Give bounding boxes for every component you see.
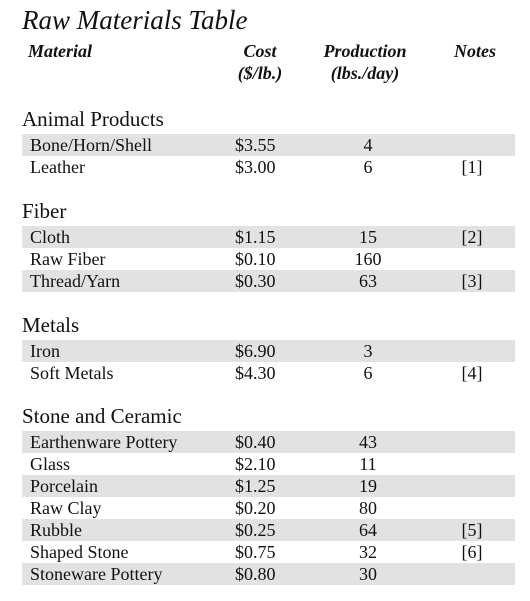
table-row: Thread/Yarn $0.30 63 [3] (22, 270, 515, 292)
material-production: 3 (363, 341, 373, 361)
material-cost: $0.10 (235, 249, 276, 269)
material-production: 19 (359, 476, 377, 496)
header-cost: Cost ($/lb.) (230, 40, 290, 84)
material-name: Raw Clay (30, 498, 102, 518)
header-cost-label: Cost (243, 41, 277, 61)
material-cost: $2.10 (235, 454, 276, 474)
material-name: Rubble (30, 520, 82, 540)
material-name: Glass (30, 454, 70, 474)
header-material: Material (28, 41, 93, 61)
header-notes: Notes (454, 41, 496, 61)
table-row: Porcelain $1.25 19 (22, 475, 515, 497)
material-cost: $0.75 (235, 542, 276, 562)
material-cost: $1.25 (235, 476, 276, 496)
material-production: 6 (363, 157, 373, 177)
material-name: Stoneware Pottery (30, 564, 163, 584)
material-production: 32 (359, 542, 377, 562)
material-name: Porcelain (30, 476, 98, 496)
material-production: 63 (359, 271, 377, 291)
table-row: Glass $2.10 11 (22, 453, 515, 475)
material-cost: $6.90 (235, 341, 276, 361)
table-row: Raw Clay $0.20 80 (22, 497, 515, 519)
material-name: Leather (30, 157, 85, 177)
material-cost: $1.15 (235, 227, 276, 247)
material-cost: $0.20 (235, 498, 276, 518)
material-production: 4 (363, 135, 373, 155)
table-row: Soft Metals $4.30 6 [4] (22, 362, 515, 384)
table-row: Cloth $1.15 15 [2] (22, 226, 515, 248)
material-name: Iron (30, 341, 60, 361)
header-production-label: Production (323, 41, 407, 61)
material-production: 80 (359, 498, 377, 518)
material-cost: $4.30 (235, 363, 276, 383)
table-row: Iron $6.90 3 (22, 340, 515, 362)
material-cost: $3.55 (235, 135, 276, 155)
material-name: Shaped Stone (30, 542, 129, 562)
table-row: Rubble $0.25 64 [5] (22, 519, 515, 541)
table-row: Shaped Stone $0.75 32 [6] (22, 541, 515, 563)
header-production: Production (lbs./day) (305, 40, 425, 84)
material-note: [3] (461, 271, 483, 291)
material-production: 64 (359, 520, 377, 540)
table-row: Raw Fiber $0.10 160 (22, 248, 515, 270)
material-note: [5] (461, 520, 483, 540)
material-note: [6] (461, 542, 483, 562)
header-cost-unit: ($/lb.) (237, 63, 283, 83)
material-name: Thread/Yarn (30, 271, 121, 291)
material-cost: $0.25 (235, 520, 276, 540)
material-production: 30 (359, 564, 377, 584)
material-name: Bone/Horn/Shell (30, 135, 152, 155)
section-title-stone-and-ceramic: Stone and Ceramic (22, 404, 182, 428)
table-row: Bone/Horn/Shell $3.55 4 (22, 134, 515, 156)
table-row: Stoneware Pottery $0.80 30 (22, 563, 515, 585)
section-title-metals: Metals (22, 313, 80, 337)
section-title-animal-products: Animal Products (22, 107, 164, 131)
material-cost: $0.30 (235, 271, 276, 291)
material-production: 6 (363, 363, 373, 383)
material-cost: $0.40 (235, 432, 276, 452)
material-production: 160 (354, 249, 382, 269)
material-name: Cloth (30, 227, 71, 247)
material-note: [1] (461, 157, 483, 177)
material-name: Earthenware Pottery (30, 432, 178, 452)
material-production: 43 (359, 432, 377, 452)
header-production-unit: (lbs./day) (330, 63, 400, 83)
table-row: Leather $3.00 6 [1] (22, 156, 515, 178)
table-row: Earthenware Pottery $0.40 43 (22, 431, 515, 453)
material-note: [4] (461, 363, 483, 383)
material-production: 15 (359, 227, 377, 247)
table-title: Raw Materials Table (22, 5, 248, 35)
section-title-fiber: Fiber (22, 199, 67, 223)
material-cost: $3.00 (235, 157, 276, 177)
material-note: [2] (461, 227, 483, 247)
material-name: Soft Metals (30, 363, 114, 383)
material-production: 11 (359, 454, 377, 474)
material-name: Raw Fiber (30, 249, 106, 269)
material-cost: $0.80 (235, 564, 276, 584)
